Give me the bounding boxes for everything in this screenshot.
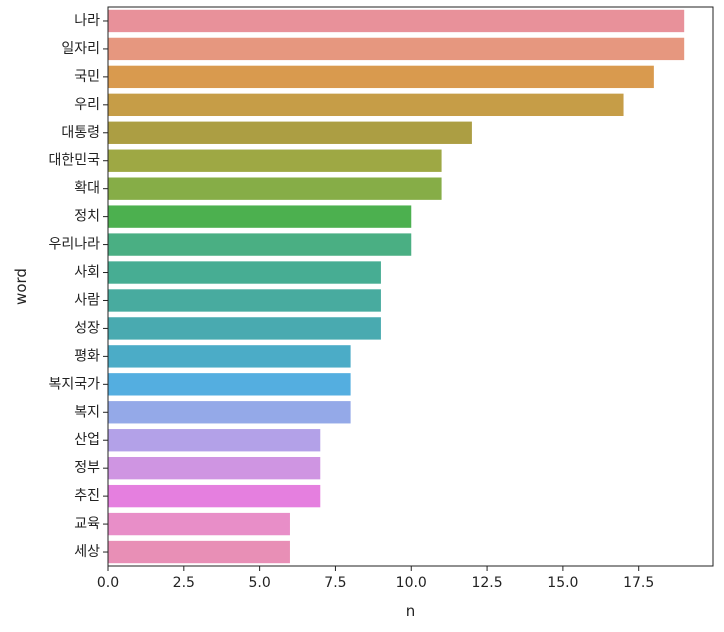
x-tick-label: 12.5 bbox=[471, 575, 502, 591]
bar-1 bbox=[108, 37, 685, 61]
y-tick-label: 나라 bbox=[74, 13, 100, 29]
bar-10 bbox=[108, 289, 381, 312]
bar-15 bbox=[108, 429, 321, 452]
x-tick-label: 0.0 bbox=[97, 575, 119, 591]
y-tick-label: 대통령 bbox=[61, 125, 100, 141]
bar-12 bbox=[108, 345, 351, 368]
y-tick-label: 평화 bbox=[74, 348, 100, 364]
y-tick-label: 세상 bbox=[74, 544, 100, 560]
x-tick-label: 15.0 bbox=[547, 575, 578, 591]
y-tick-label: 정부 bbox=[74, 460, 100, 476]
y-tick-label: 교육 bbox=[74, 516, 100, 532]
bar-16 bbox=[108, 456, 321, 480]
y-tick-label: 산업 bbox=[74, 432, 100, 448]
bar-8 bbox=[108, 233, 412, 256]
y-tick-label: 국민 bbox=[74, 69, 100, 85]
y-tick-label: 대한민국 bbox=[48, 153, 100, 169]
bar-9 bbox=[108, 261, 381, 284]
bars-layer bbox=[108, 9, 685, 564]
y-tick-label: 복지국가 bbox=[48, 376, 100, 392]
bar-0 bbox=[108, 9, 685, 33]
y-tick-label: 확대 bbox=[74, 181, 100, 197]
bar-11 bbox=[108, 317, 381, 340]
x-tick-label: 10.0 bbox=[396, 575, 427, 591]
y-tick-label: 성장 bbox=[74, 320, 100, 336]
y-tick-label: 추진 bbox=[74, 488, 100, 504]
plot-frame bbox=[107, 6, 714, 567]
x-axis-ticks: 0.0 2.5 5.0 7.5 10.0 12.5 15.0 17.5 bbox=[97, 566, 654, 591]
y-tick-label: 우리나라 bbox=[48, 237, 100, 253]
y-axis-label: word bbox=[12, 268, 30, 305]
x-tick-label: 5.0 bbox=[248, 575, 270, 591]
bar-18 bbox=[108, 512, 290, 536]
y-tick-label: 일자리 bbox=[61, 41, 100, 57]
bar-2 bbox=[108, 65, 654, 89]
x-tick-label: 17.5 bbox=[623, 575, 654, 591]
y-axis-ticks: 나라일자리국민우리대통령대한민국확대정치우리나라사회사람성장평화복지국가복지산업… bbox=[48, 13, 108, 560]
bar-14 bbox=[108, 401, 351, 424]
x-tick-label: 7.5 bbox=[324, 575, 346, 591]
bar-13 bbox=[108, 373, 351, 396]
x-tick-label: 2.5 bbox=[173, 575, 195, 591]
y-tick-label: 정치 bbox=[74, 209, 100, 225]
bar-3 bbox=[108, 93, 624, 117]
bar-5 bbox=[108, 149, 442, 172]
bar-7 bbox=[108, 205, 412, 228]
bar-6 bbox=[108, 177, 442, 200]
x-axis-label: n bbox=[406, 602, 416, 620]
y-tick-label: 사람 bbox=[74, 292, 100, 308]
bar-17 bbox=[108, 484, 321, 508]
bar-4 bbox=[108, 121, 472, 144]
y-tick-label: 복지 bbox=[74, 404, 100, 420]
y-tick-label: 우리 bbox=[74, 97, 100, 113]
bar-19 bbox=[108, 540, 290, 564]
y-tick-label: 사회 bbox=[74, 265, 100, 281]
